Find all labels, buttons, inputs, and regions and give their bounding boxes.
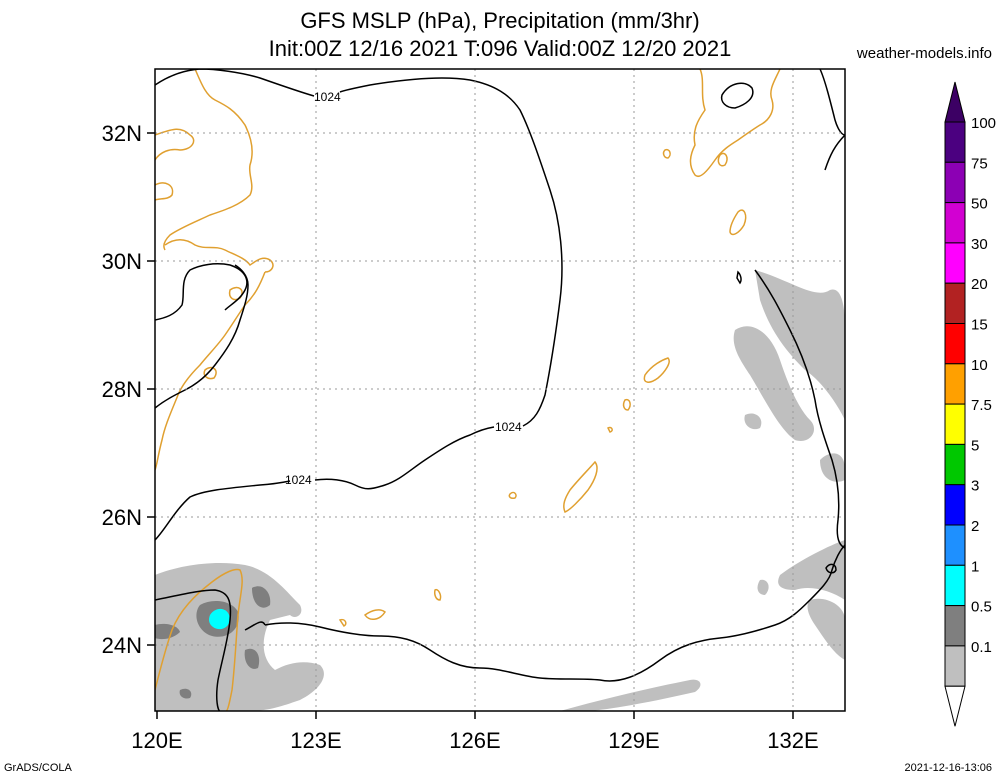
map-subtitle: Init:00Z 12/16 2021 T:096 Valid:00Z 12/2… <box>268 36 732 61</box>
colorbar-label: 2 <box>971 518 979 535</box>
isobars <box>155 69 845 711</box>
colorbar-label: 7.5 <box>971 397 992 414</box>
colorbar-label: 0.5 <box>971 599 992 616</box>
colorbar-label: 20 <box>971 276 988 293</box>
lat-tick-label: 28N <box>102 377 142 402</box>
colorbar-swatch <box>944 484 966 526</box>
colorbar-label: 30 <box>971 236 988 253</box>
colorbar-label: 0.1 <box>971 639 992 656</box>
footer-timestamp: 2021-12-16-13:06 <box>904 762 992 774</box>
map-title: GFS MSLP (hPa), Precipitation (mm/3hr) <box>300 8 700 33</box>
colorbar-swatch <box>944 403 966 445</box>
colorbar-swatch <box>944 161 966 204</box>
colorbar-swatch <box>944 564 966 607</box>
lon-tick-label: 126E <box>449 728 500 753</box>
colorbar-swatch <box>944 363 966 405</box>
footer-software-label: GrADS/COLA <box>4 762 72 774</box>
tick-marks <box>147 132 794 719</box>
colorbar-bottom-arrow <box>944 685 966 727</box>
lat-tick-label: 26N <box>102 505 142 530</box>
lat-tick-label: 32N <box>102 121 142 146</box>
precipitation-shading <box>155 270 845 711</box>
isobar-label: 1024 <box>285 473 312 487</box>
colorbar-swatch <box>944 242 966 284</box>
lon-tick-label: 132E <box>767 728 818 753</box>
colorbar-swatch <box>944 605 966 647</box>
lon-tick-label: 120E <box>131 728 182 753</box>
colorbar: 100 75 50 30 20 15 10 7.5 5 3 2 1 0.5 0.1 <box>944 81 996 727</box>
precipitation-cyan <box>209 608 230 630</box>
website-label: weather-models.info <box>856 45 992 62</box>
lat-tick-label: 24N <box>102 633 142 658</box>
colorbar-swatch <box>944 323 966 365</box>
isobar-label: 1024 <box>314 90 341 104</box>
colorbar-label: 1 <box>971 558 979 575</box>
colorbar-swatch <box>944 202 966 244</box>
isobar-label: 1024 <box>495 420 522 434</box>
colorbar-label: 75 <box>971 155 988 172</box>
colorbar-top-arrow <box>944 81 966 123</box>
lon-tick-label: 123E <box>290 728 341 753</box>
colorbar-swatch <box>944 524 966 566</box>
colorbar-label: 10 <box>971 357 988 374</box>
plot-frame <box>154 68 846 712</box>
colorbar-swatch <box>944 645 966 687</box>
colorbar-swatch <box>944 121 966 163</box>
colorbar-label: 50 <box>971 196 988 213</box>
colorbar-label: 15 <box>971 317 988 334</box>
colorbar-label: 100 <box>971 115 996 132</box>
colorbar-label: 5 <box>971 437 979 454</box>
colorbar-swatch <box>944 282 966 325</box>
lat-tick-label: 30N <box>102 249 142 274</box>
colorbar-label: 3 <box>971 478 979 495</box>
lon-tick-label: 129E <box>608 728 659 753</box>
colorbar-swatch <box>944 443 966 486</box>
grid-lines <box>155 69 845 711</box>
